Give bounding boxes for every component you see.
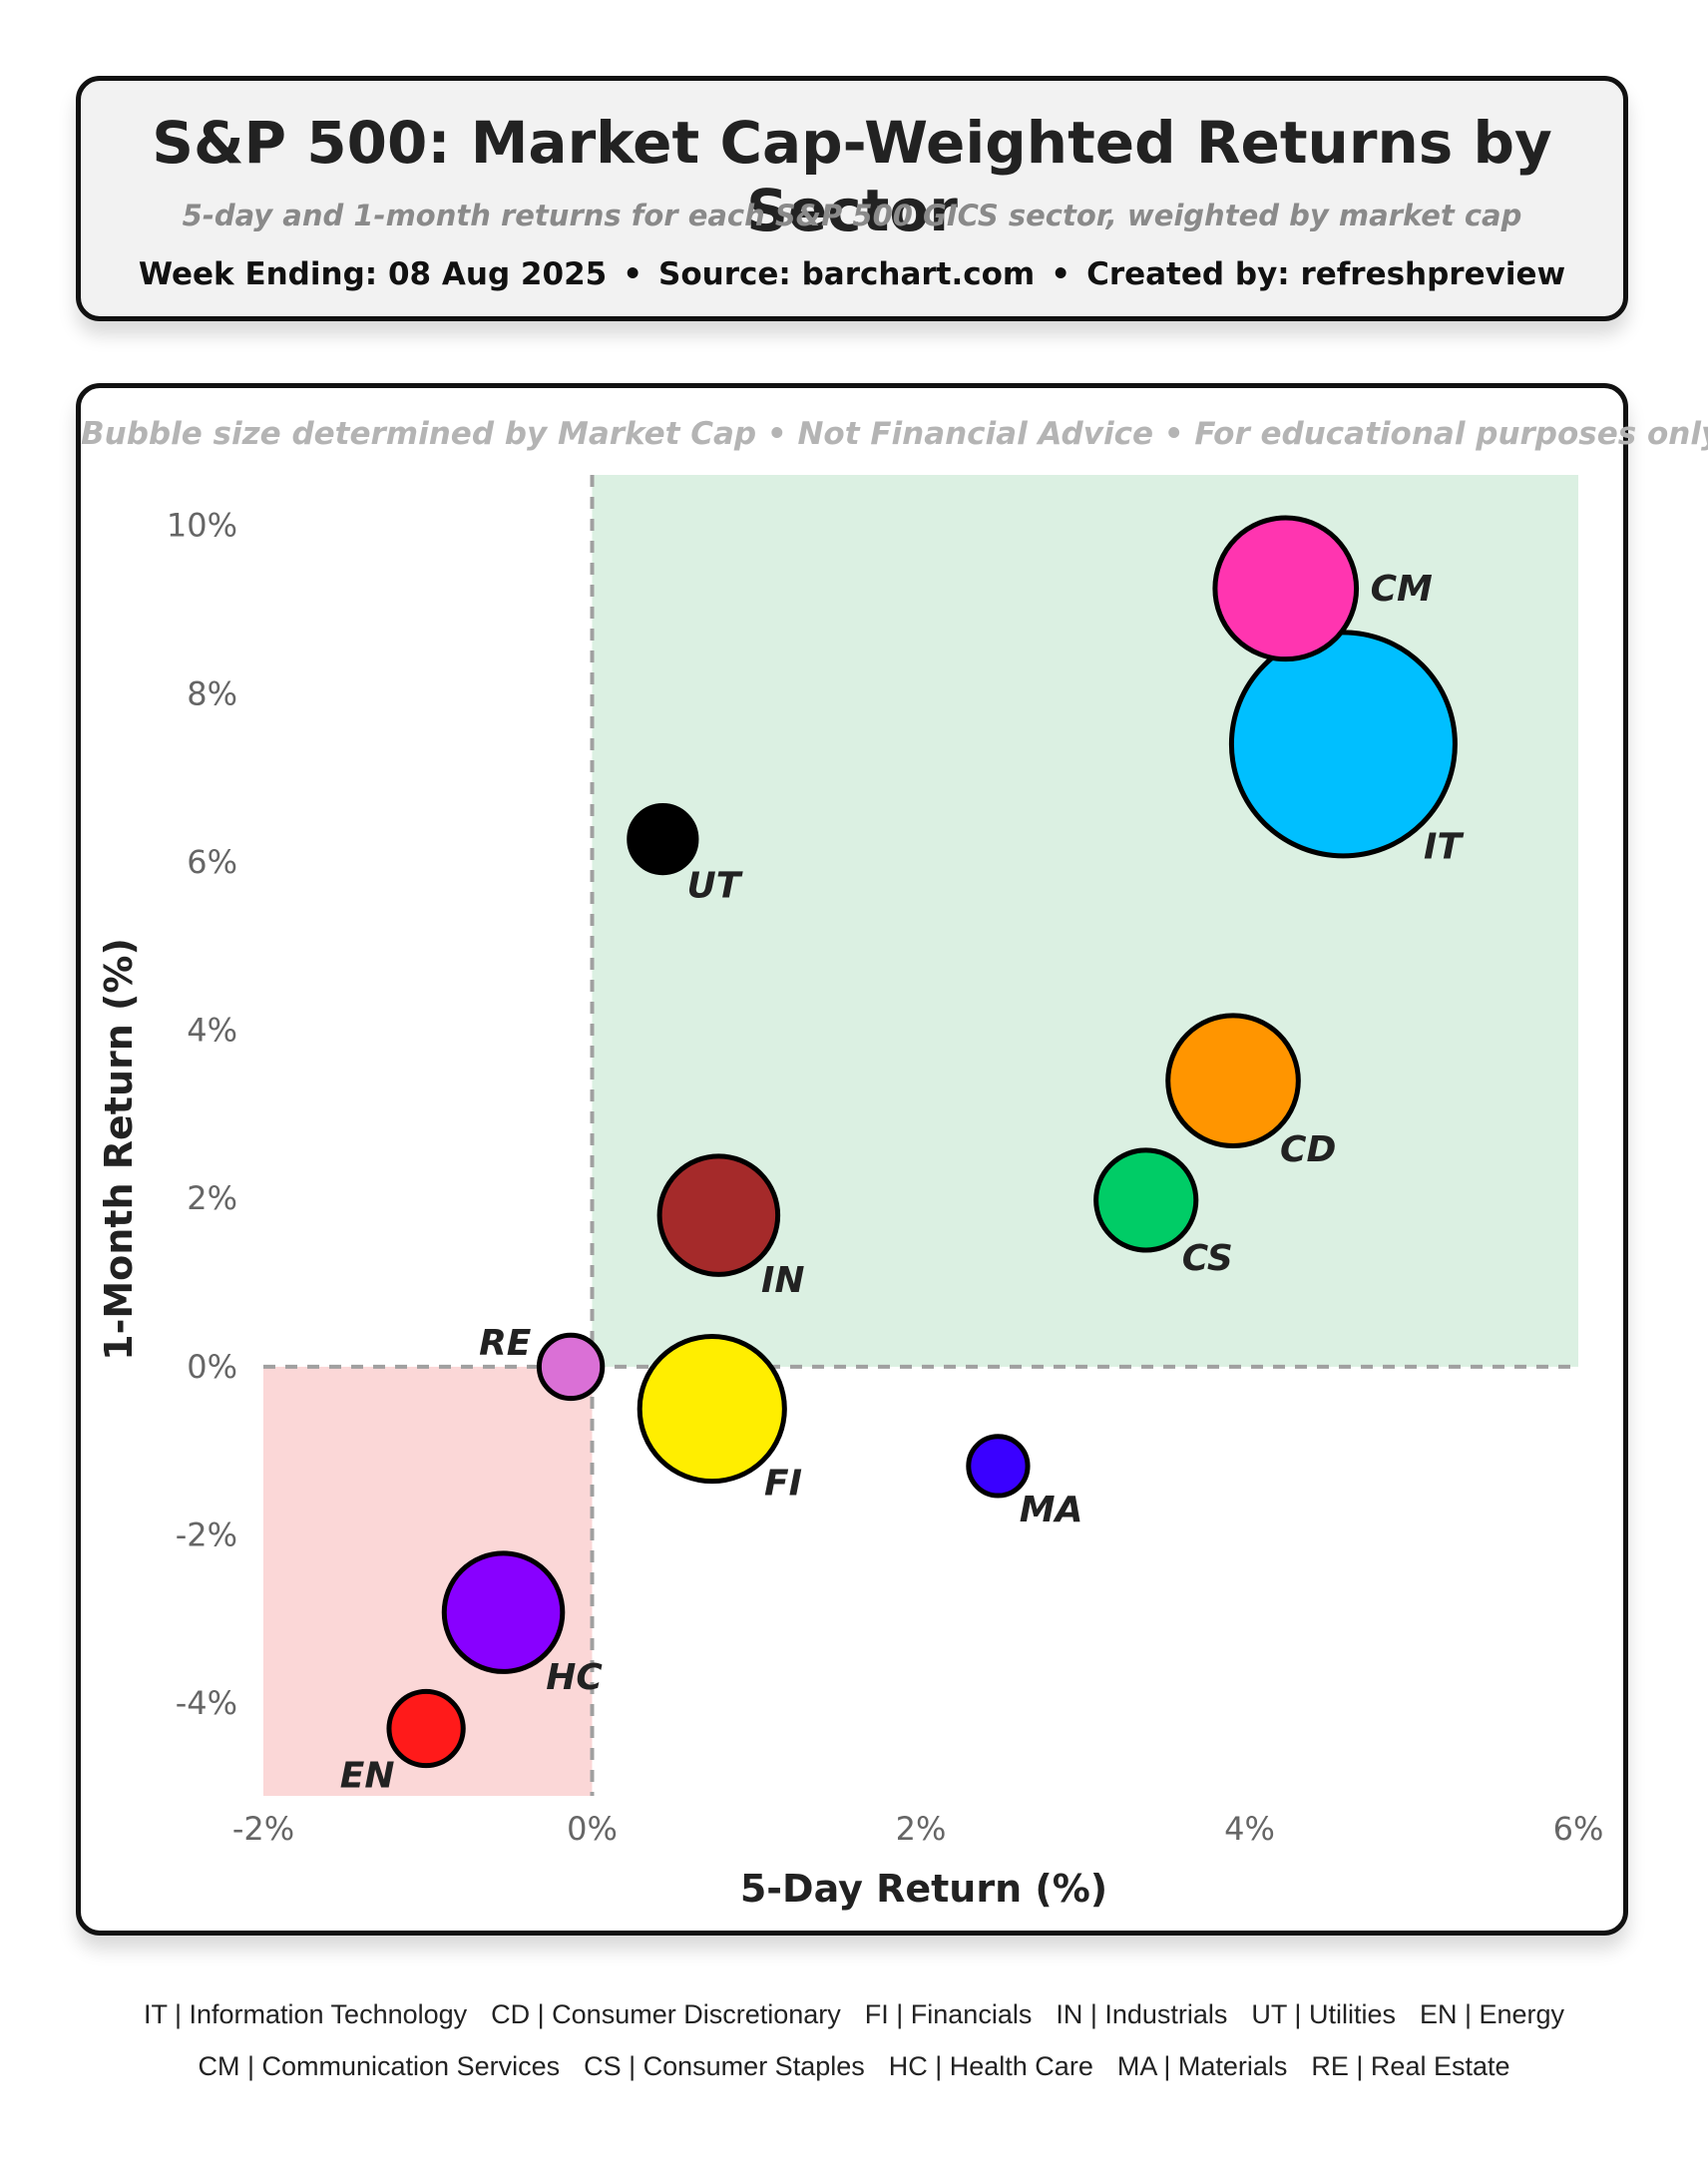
x-tick-label: -2% (232, 1810, 294, 1848)
source: Source: barchart.com (658, 256, 1036, 292)
legend-item: UT | Utilities (1251, 1999, 1396, 2029)
y-tick-label: -4% (176, 1684, 237, 1722)
y-tick-label: -2% (176, 1516, 237, 1554)
x-tick-label: 2% (896, 1810, 947, 1848)
bubble-label-it: IT (1424, 826, 1464, 867)
bubble-label-re: RE (479, 1323, 532, 1364)
bubble-label-ma: MA (1020, 1490, 1083, 1530)
chart-subtitle: 5-day and 1-month returns for each S&P 5… (182, 199, 1522, 232)
bubble-re (536, 1332, 606, 1402)
bubble-label-cm: CM (1371, 569, 1433, 610)
created-by: Created by: refreshpreview (1086, 256, 1566, 292)
legend-item: CD | Consumer Discretionary (491, 1999, 841, 2029)
meta-separator: • (623, 256, 643, 292)
legend-item: MA | Materials (1116, 2051, 1288, 2081)
legend-item: IT | Information Technology (143, 1999, 468, 2029)
bubble-cs (1093, 1147, 1199, 1253)
bubble-label-cd: CD (1280, 1129, 1336, 1170)
y-axis-label: 1-Month Return (%) (97, 938, 141, 1361)
y-tick-label: 8% (187, 674, 237, 712)
bubble-label-en: EN (340, 1756, 395, 1797)
legend-item: EN | Energy (1419, 1999, 1565, 2029)
x-tick-label: 0% (567, 1810, 618, 1848)
bubble-label-hc: HC (546, 1657, 603, 1698)
legend-row-2: CM | Communication Services CS | Consumer… (0, 2051, 1708, 2082)
bubble-ma (966, 1434, 1031, 1499)
disclaimer: Bubble size determined by Market Cap • N… (81, 416, 1708, 452)
bubble-hc (441, 1550, 566, 1674)
bubble-en (386, 1688, 466, 1769)
chart-title: S&P 500: Market Cap-Weighted Returns by … (152, 109, 1552, 244)
bubble-in (656, 1153, 781, 1277)
legend-item: CM | Communication Services (198, 2051, 561, 2081)
bubble-label-ut: UT (687, 865, 743, 906)
legend-item: IN | Industrials (1056, 1999, 1228, 2029)
y-tick-label: 6% (187, 843, 237, 881)
y-tick-label: 4% (187, 1012, 237, 1050)
bubble-fi (637, 1333, 787, 1485)
y-tick-label: 0% (187, 1348, 237, 1386)
meta-line: Week Ending: 08 Aug 2025 • Source: barchar… (81, 256, 1623, 292)
legend-item: RE | Real Estate (1311, 2051, 1510, 2081)
bubble-it (1228, 630, 1458, 859)
bubble-label-in: IN (761, 1260, 805, 1301)
bubble-label-cs: CS (1182, 1238, 1233, 1279)
legend-row-1: IT | Information Technology CD | Consumer… (0, 1999, 1708, 2030)
legend-item: CS | Consumer Staples (584, 2051, 865, 2081)
bubble-cd (1165, 1013, 1301, 1148)
header-panel: S&P 500: Market Cap-Weighted Returns by … (76, 76, 1628, 321)
legend-item: FI | Financials (864, 1999, 1033, 2029)
bubble-ut (627, 803, 699, 876)
x-tick-label: 6% (1553, 1810, 1604, 1848)
bubble-cm (1212, 515, 1360, 662)
meta-separator: • (1051, 256, 1071, 292)
y-tick-label: 10% (167, 507, 237, 545)
x-tick-label: 4% (1224, 1810, 1275, 1848)
bubble-label-fi: FI (764, 1463, 802, 1504)
legend-item: HC | Health Care (888, 2051, 1093, 2081)
y-tick-label: 2% (187, 1179, 237, 1217)
week-ending: Week Ending: 08 Aug 2025 (138, 256, 608, 292)
x-axis-label: 5-Day Return (%) (740, 1867, 1107, 1911)
